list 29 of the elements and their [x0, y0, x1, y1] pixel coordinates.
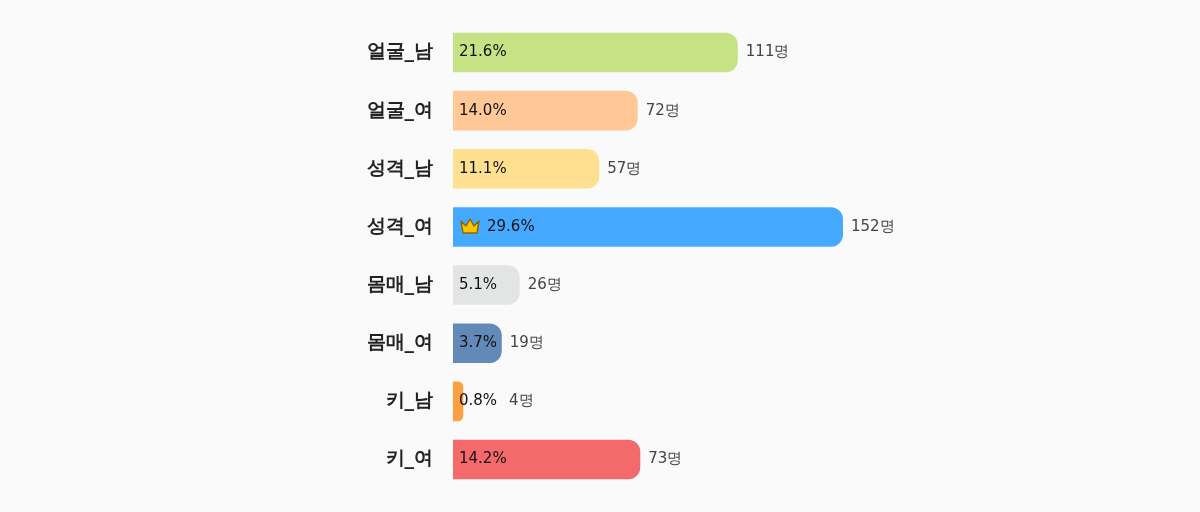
y-tick-label: 성격_남	[366, 155, 433, 179]
annotation: 14.0%	[459, 100, 507, 119]
y-tick-label: 키_남	[385, 388, 433, 412]
bar	[453, 90, 638, 131]
annotation: 21.6%	[459, 42, 507, 61]
annotation: 14.2%	[459, 449, 507, 468]
data-label: 57명	[607, 158, 642, 177]
bar	[453, 149, 600, 189]
y-tick-label: 얼굴_남	[366, 39, 433, 63]
bar	[453, 207, 843, 247]
y-tick-label: 몸매_여	[366, 330, 433, 354]
annotation: 11.1%	[459, 158, 507, 177]
bar	[453, 323, 502, 363]
data-label: 72명	[645, 100, 680, 119]
annotation: 29.6%	[487, 216, 535, 235]
data-label: 152명	[851, 216, 895, 235]
data-label: 19명	[509, 333, 544, 352]
data-label: 73명	[648, 449, 683, 468]
data-label: 4명	[509, 391, 534, 410]
data-label: 111명	[745, 42, 790, 61]
y-tick-label: 키_여	[385, 446, 433, 470]
data-label: 26명	[527, 274, 562, 293]
y-tick-label: 몸매_남	[366, 272, 433, 296]
annotation: 3.7%	[459, 333, 498, 352]
annotation: 5.1%	[459, 274, 498, 293]
bar	[453, 439, 641, 480]
y-tick-label: 얼굴_여	[366, 97, 433, 121]
bar	[453, 32, 738, 73]
y-tick-label: 성격_여	[366, 213, 433, 237]
